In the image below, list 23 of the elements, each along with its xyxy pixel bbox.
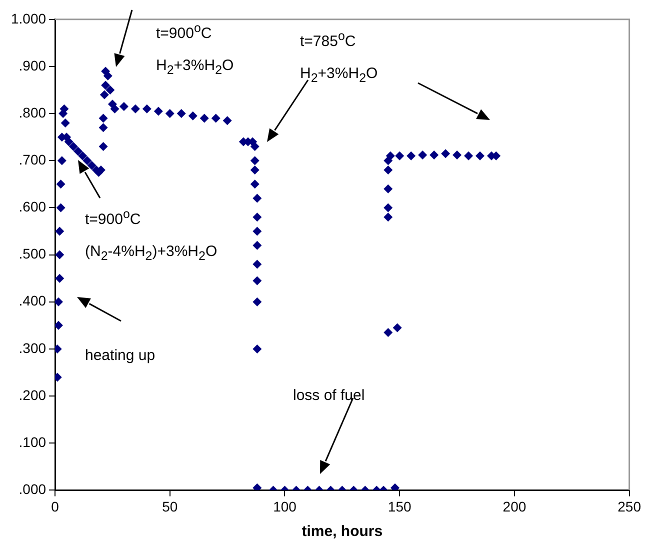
y-tick-label: .200 xyxy=(18,386,46,403)
y-tick-label: 1.000 xyxy=(10,10,46,26)
y-tick-label: .800 xyxy=(18,104,46,120)
y-tick-label: .500 xyxy=(18,246,46,262)
x-tick-label: 50 xyxy=(162,498,178,514)
text: t=785$^{o}$C H$_{2}$+3%H$_{2}$O xyxy=(300,29,378,85)
x-tick-label: 250 xyxy=(618,498,642,514)
y-tick-label: .000 xyxy=(18,481,46,498)
annotation: heating up xyxy=(85,346,156,366)
x-tick-label: 150 xyxy=(388,498,412,514)
text: t=900$^{o}$C H$_{2}$+3%H$_{2}$O xyxy=(156,21,234,77)
y-tick-label: .900 xyxy=(18,57,46,74)
x-tick-label: 0 xyxy=(51,498,60,514)
y-tick-label: .100 xyxy=(18,434,46,450)
x-tick-label: 100 xyxy=(273,498,297,514)
x-tick-label: 200 xyxy=(502,498,526,514)
y-tick-label: .600 xyxy=(18,198,46,215)
x-axis-title: time, hours xyxy=(302,523,383,540)
text: t=900$^{o}$C (N$_{2}$-4%H$_{2}$)+3%H$_{2}$O xyxy=(85,207,218,263)
annotation: loss of fuel xyxy=(293,386,365,406)
y-tick-label: .700 xyxy=(18,152,46,168)
y-tick-label: .400 xyxy=(18,292,46,309)
y-tick-label: .300 xyxy=(18,340,46,356)
